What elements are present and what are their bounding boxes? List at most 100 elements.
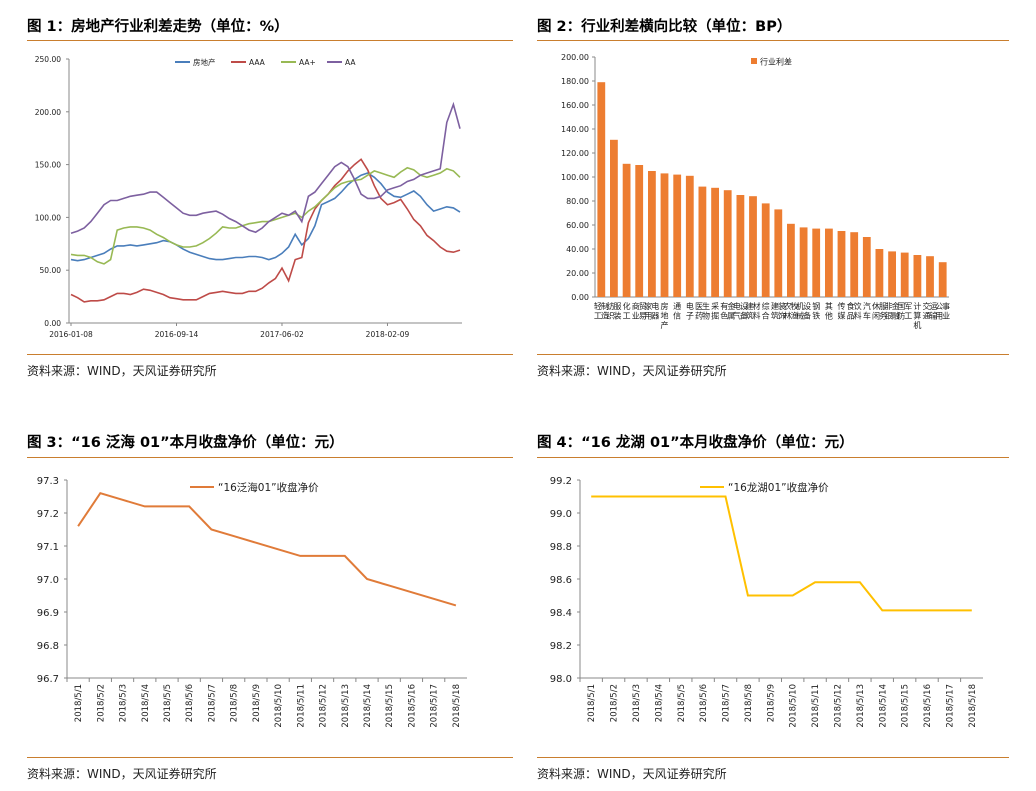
legend-label: 行业利差: [760, 57, 792, 67]
x-category-label: 建: [746, 301, 754, 311]
x-category-label: 通: [923, 311, 931, 321]
series-line: [70, 158, 461, 303]
x-category-label: 计: [913, 301, 921, 311]
x-category-label: 闲: [872, 312, 880, 321]
title-divider: [537, 40, 1009, 41]
x-category-label: 电: [686, 301, 694, 311]
y-tick-label: 97.1: [37, 542, 59, 553]
bar-chart-industry-spread: 0.00 20.00 40.00 60.00 80.00 100.00 120.00 140.…: [561, 53, 950, 330]
x-tick-label: 2018/5/5: [163, 684, 173, 722]
y-tick-label: 0.00: [571, 293, 589, 302]
x-tick-label: 2018/5/13: [341, 684, 351, 728]
x-tick-label: 2018/5/10: [789, 684, 799, 728]
x-category-label: 算: [913, 311, 921, 321]
x-category-label: 物: [702, 311, 710, 321]
source-divider: [537, 354, 1009, 355]
y-tick-label: 40.00: [566, 245, 589, 254]
x-category-label: 公: [935, 302, 943, 311]
line-chart-longhu-price: 98.0 98.2 98.4 98.6 98.8 99.0 99.2 2018/5/1 2018…: [550, 476, 983, 728]
x-category-label: 化: [623, 301, 631, 311]
x-category-label: 家: [644, 301, 652, 311]
x-category-label: 筑: [771, 311, 779, 321]
y-tick-label: 97.2: [37, 509, 59, 520]
series-line: [591, 495, 972, 612]
source-note: 资料来源：WIND，天风证券研究所: [27, 364, 217, 378]
x-category-label: 用: [644, 312, 652, 321]
x-category-label: 造: [601, 311, 609, 321]
x-category-label: 掘: [711, 312, 719, 321]
series-line: [70, 172, 461, 262]
x-category-label: 产: [661, 320, 669, 330]
title-divider: [27, 457, 513, 458]
x-tick-label: 2018/5/18: [968, 684, 978, 728]
bar: [900, 252, 909, 297]
x-tick-label: 2018/5/5: [677, 684, 687, 722]
x-tick-label: 2018/5/16: [407, 684, 417, 728]
y-tick-label: 100.00: [561, 173, 589, 182]
source-divider: [27, 354, 513, 355]
x-tick-label: 2018/5/2: [610, 684, 620, 722]
chart-panel-3: 图 3：“16 泛海 01”本月收盘净价（单位：元） 96.7 96.8 96.9 9…: [27, 420, 513, 791]
series-line: [70, 166, 461, 265]
y-tick-label: 20.00: [566, 269, 589, 278]
x-category-label: 制: [601, 301, 609, 311]
bar: [774, 209, 783, 297]
chart-title: 图 4：“16 龙湖 01”本月收盘净价（单位：元）: [537, 435, 854, 451]
source-divider: [537, 757, 1009, 758]
x-category-label: 轻: [594, 301, 602, 311]
y-tick-label: 200.00: [561, 53, 589, 62]
y-tick-label: 60.00: [566, 221, 589, 230]
bar: [850, 232, 859, 297]
x-category-label: 业: [632, 311, 640, 321]
x-category-label: 建: [771, 301, 779, 311]
bar: [711, 187, 719, 297]
x-tick-label: 2018/5/9: [252, 684, 262, 722]
x-category-label: 贸: [639, 301, 647, 311]
x-category-label: 其: [825, 302, 833, 311]
x-category-label: 属: [727, 312, 735, 321]
source-note: 资料来源：WIND，天风证券研究所: [27, 767, 217, 781]
bar: [812, 228, 821, 297]
x-category-label: 备: [740, 311, 748, 321]
x-tick-label: 2018/5/1: [74, 684, 84, 722]
x-category-label: 机: [796, 301, 804, 311]
y-tick-label: 100.00: [35, 213, 61, 222]
y-tick-label: 120.00: [561, 149, 589, 158]
x-category-label: 设: [740, 301, 748, 311]
y-tick-label: 98.0: [550, 674, 572, 685]
title-divider: [27, 40, 513, 41]
x-category-label: 纺: [606, 301, 614, 311]
y-tick-label: 250.00: [35, 55, 61, 64]
bar: [597, 82, 606, 297]
y-tick-label: 97.3: [37, 476, 59, 487]
x-category-label: 钢: [812, 301, 820, 311]
bar: [635, 165, 644, 297]
x-category-label: 事: [942, 301, 950, 311]
chart-title: 图 2：行业利差横向比较（单位：BP）: [537, 19, 792, 35]
x-category-label: 输: [930, 311, 938, 321]
x-category-label: 品: [847, 312, 855, 321]
x-category-label: 药: [695, 311, 703, 321]
x-category-label: 饰: [778, 311, 786, 321]
y-tick-label: 98.4: [550, 608, 572, 619]
x-tick-label: 2016-01-08: [49, 330, 93, 339]
bar: [622, 163, 631, 297]
chart-panel-1: 图 1：房地产行业利差走势（单位：%） 0.00 50.00 100.00 150.0…: [27, 0, 513, 391]
x-tick-label: 2018/5/3: [632, 684, 642, 722]
bar: [673, 174, 682, 297]
bar: [799, 227, 808, 297]
x-category-label: 工: [904, 312, 912, 321]
x-tick-label: 2018/5/3: [119, 684, 129, 722]
bar: [875, 249, 884, 297]
source-note: 资料来源：WIND，天风证券研究所: [537, 364, 727, 378]
line-chart-spread-trend: 0.00 50.00 100.00 150.00 200.00 250.00 2016-01…: [35, 55, 462, 339]
x-tick-label: 2018/5/14: [878, 684, 888, 728]
x-category-label: 子: [686, 312, 694, 321]
x-category-label: 铁: [812, 311, 820, 321]
y-tick-label: 150.00: [35, 161, 61, 170]
x-tick-label: 2018/5/17: [945, 684, 955, 728]
legend-label: AA+: [299, 58, 316, 67]
x-tick-label: 2018/5/4: [141, 684, 151, 722]
x-tick-label: 2018/5/18: [452, 684, 462, 728]
x-category-label: 有: [720, 301, 728, 311]
